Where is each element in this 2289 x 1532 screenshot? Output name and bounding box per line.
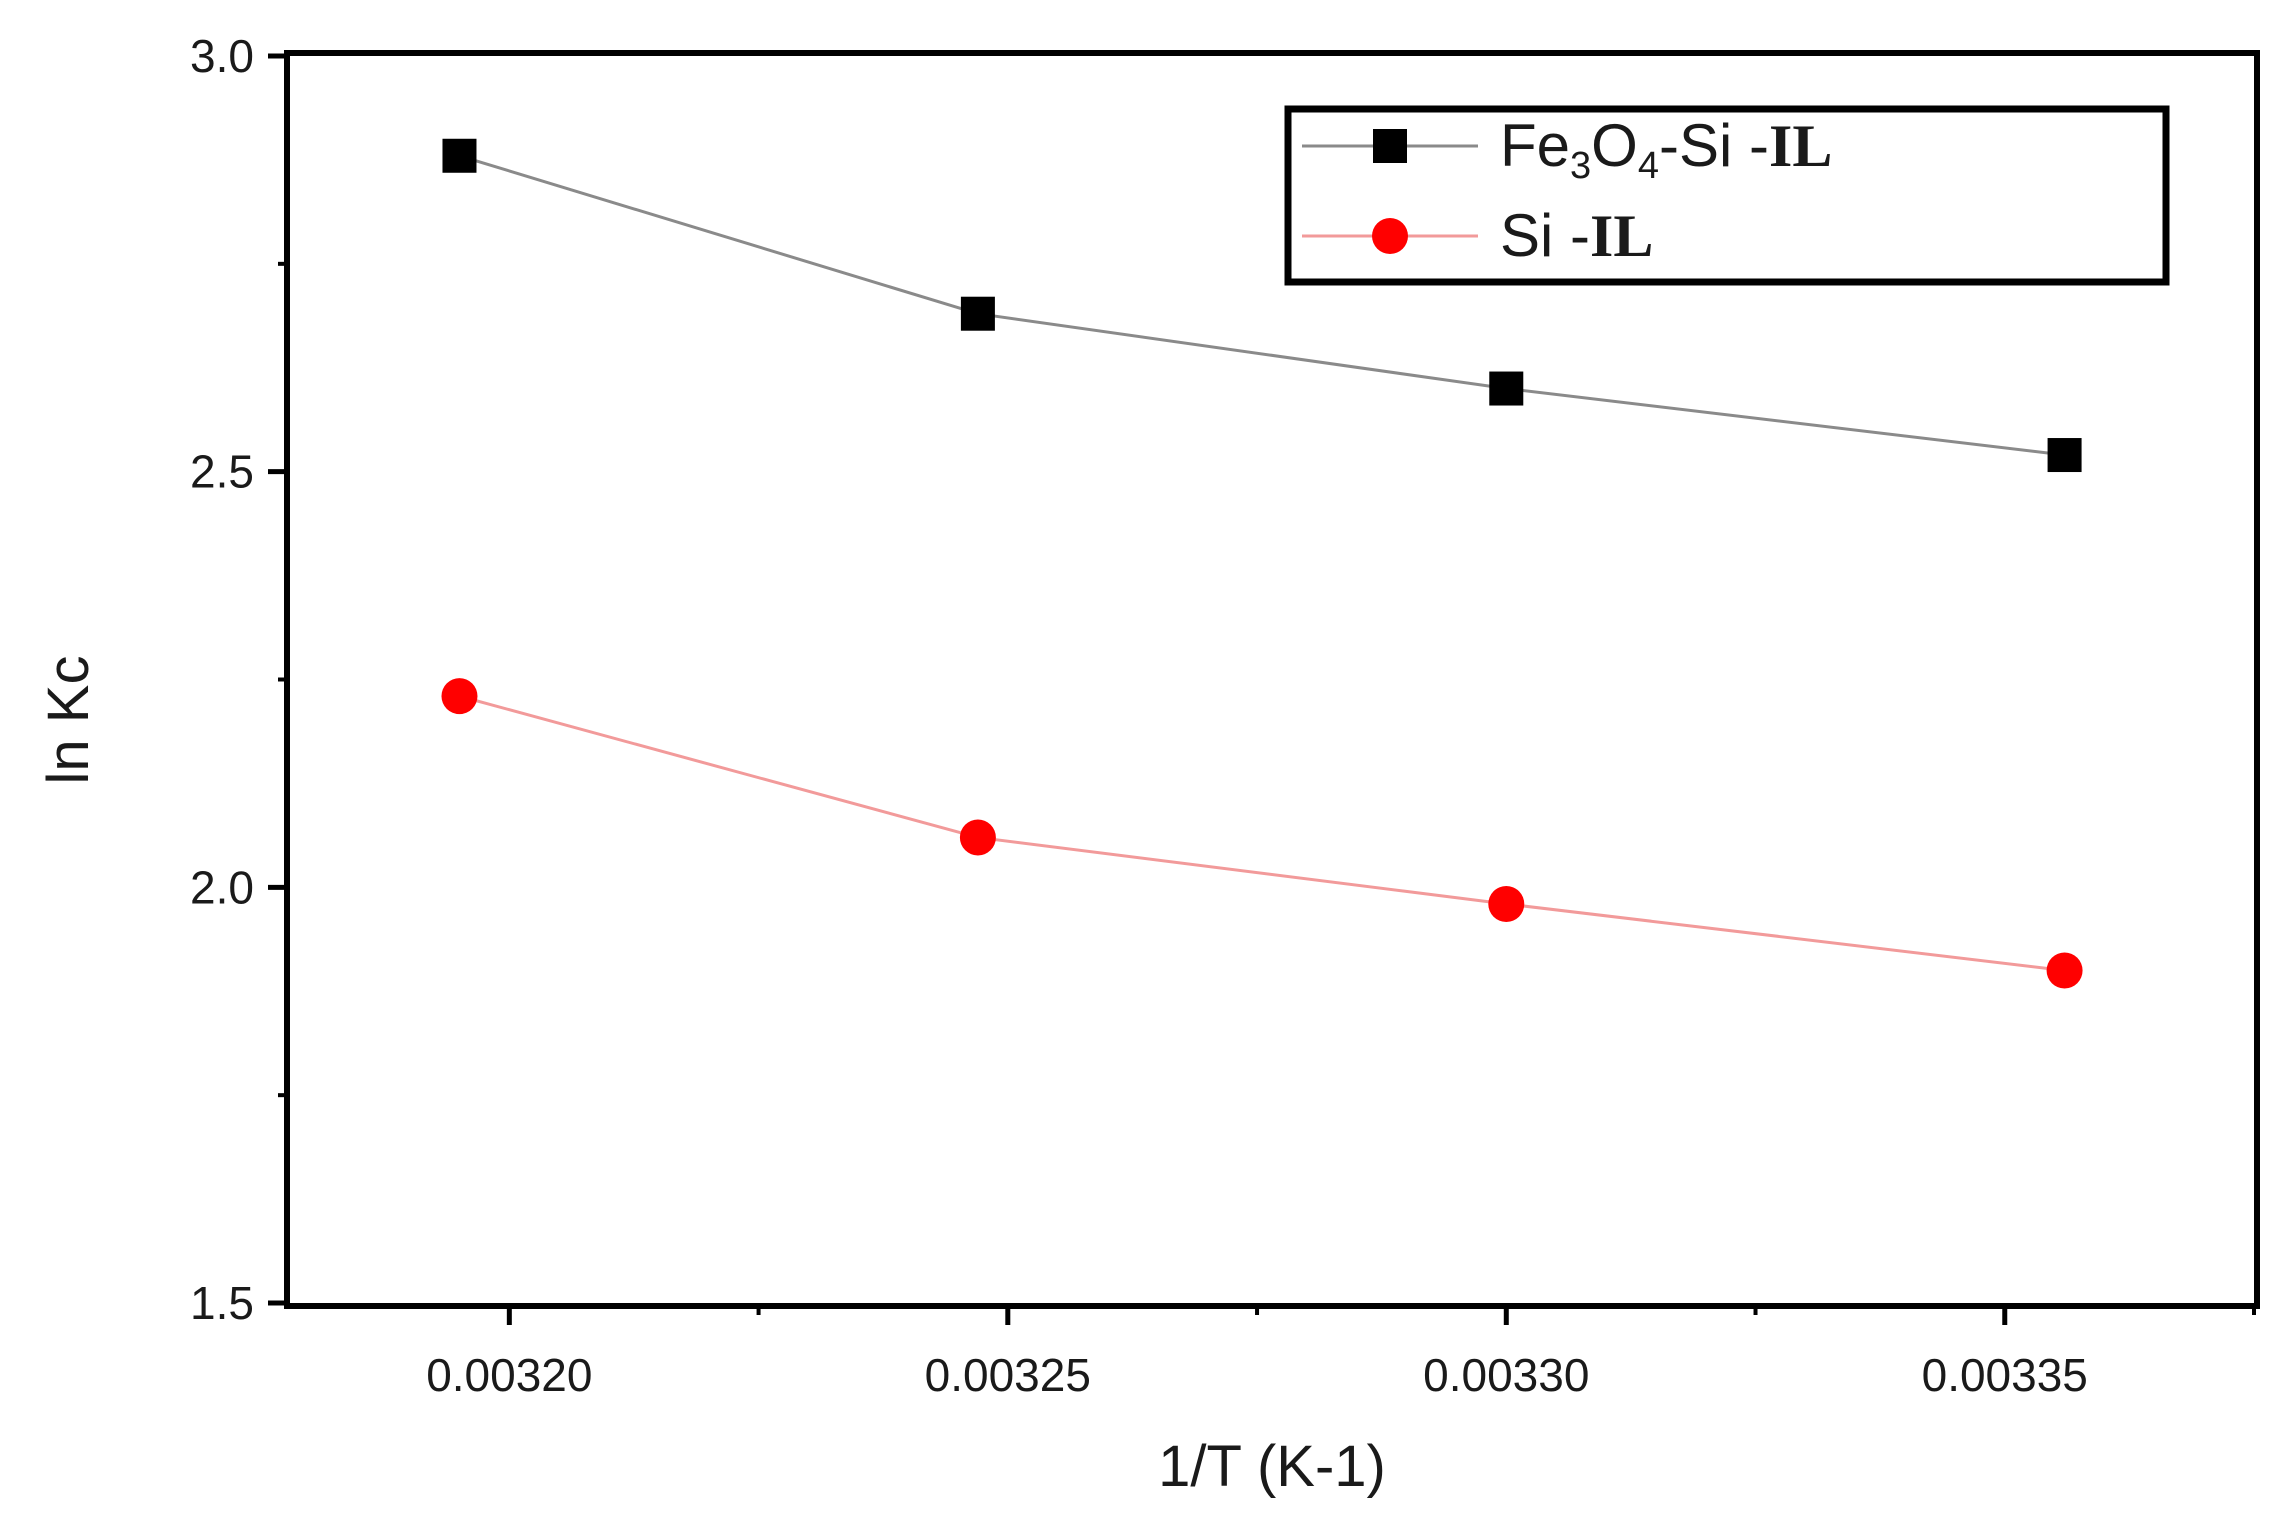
y-tick-label: 2.0 xyxy=(190,861,254,913)
data-point-square xyxy=(2047,438,2082,473)
legend-label-fe3o4-si-il: Fe3O4-Si -IL xyxy=(1500,112,1832,187)
data-point-square xyxy=(1489,371,1524,406)
data-point-circle xyxy=(959,819,996,856)
data-point-circle xyxy=(2046,952,2083,989)
legend-marker-square xyxy=(1373,129,1407,163)
y-axis-title: ln Kc xyxy=(36,656,101,785)
data-point-circle xyxy=(1488,885,1525,922)
series-line-1 xyxy=(459,694,2065,972)
data-point-square xyxy=(960,296,995,331)
y-tick-label: 2.5 xyxy=(190,446,254,498)
y-tick-label: 3.0 xyxy=(190,30,254,82)
y-axis-ticks: 1.5 2.0 2.5 3.0 xyxy=(190,30,290,1329)
x-tick-label: 0.00330 xyxy=(1423,1349,1589,1401)
legend-box xyxy=(1284,105,2170,286)
series-line-0 xyxy=(459,154,2065,457)
legend-marker-circle xyxy=(1372,218,1408,254)
y-tick-label: 1.5 xyxy=(190,1277,254,1329)
x-tick-label: 0.00320 xyxy=(426,1349,592,1401)
x-tick-label: 0.00325 xyxy=(925,1349,1091,1401)
x-axis-ticks: 0.00320 0.00325 0.00330 0.00335 xyxy=(426,1303,2256,1401)
legend: Fe3O4-Si -IL Si -IL xyxy=(1284,105,2170,286)
data-point-circle xyxy=(441,678,478,715)
data-point-square xyxy=(442,138,477,173)
legend-label-si-il: Si -IL xyxy=(1500,202,1653,269)
x-tick-label: 0.00335 xyxy=(1922,1349,2088,1401)
x-axis-title: 1/T (K-1) xyxy=(1158,1434,1386,1499)
series-layer xyxy=(441,138,2083,989)
